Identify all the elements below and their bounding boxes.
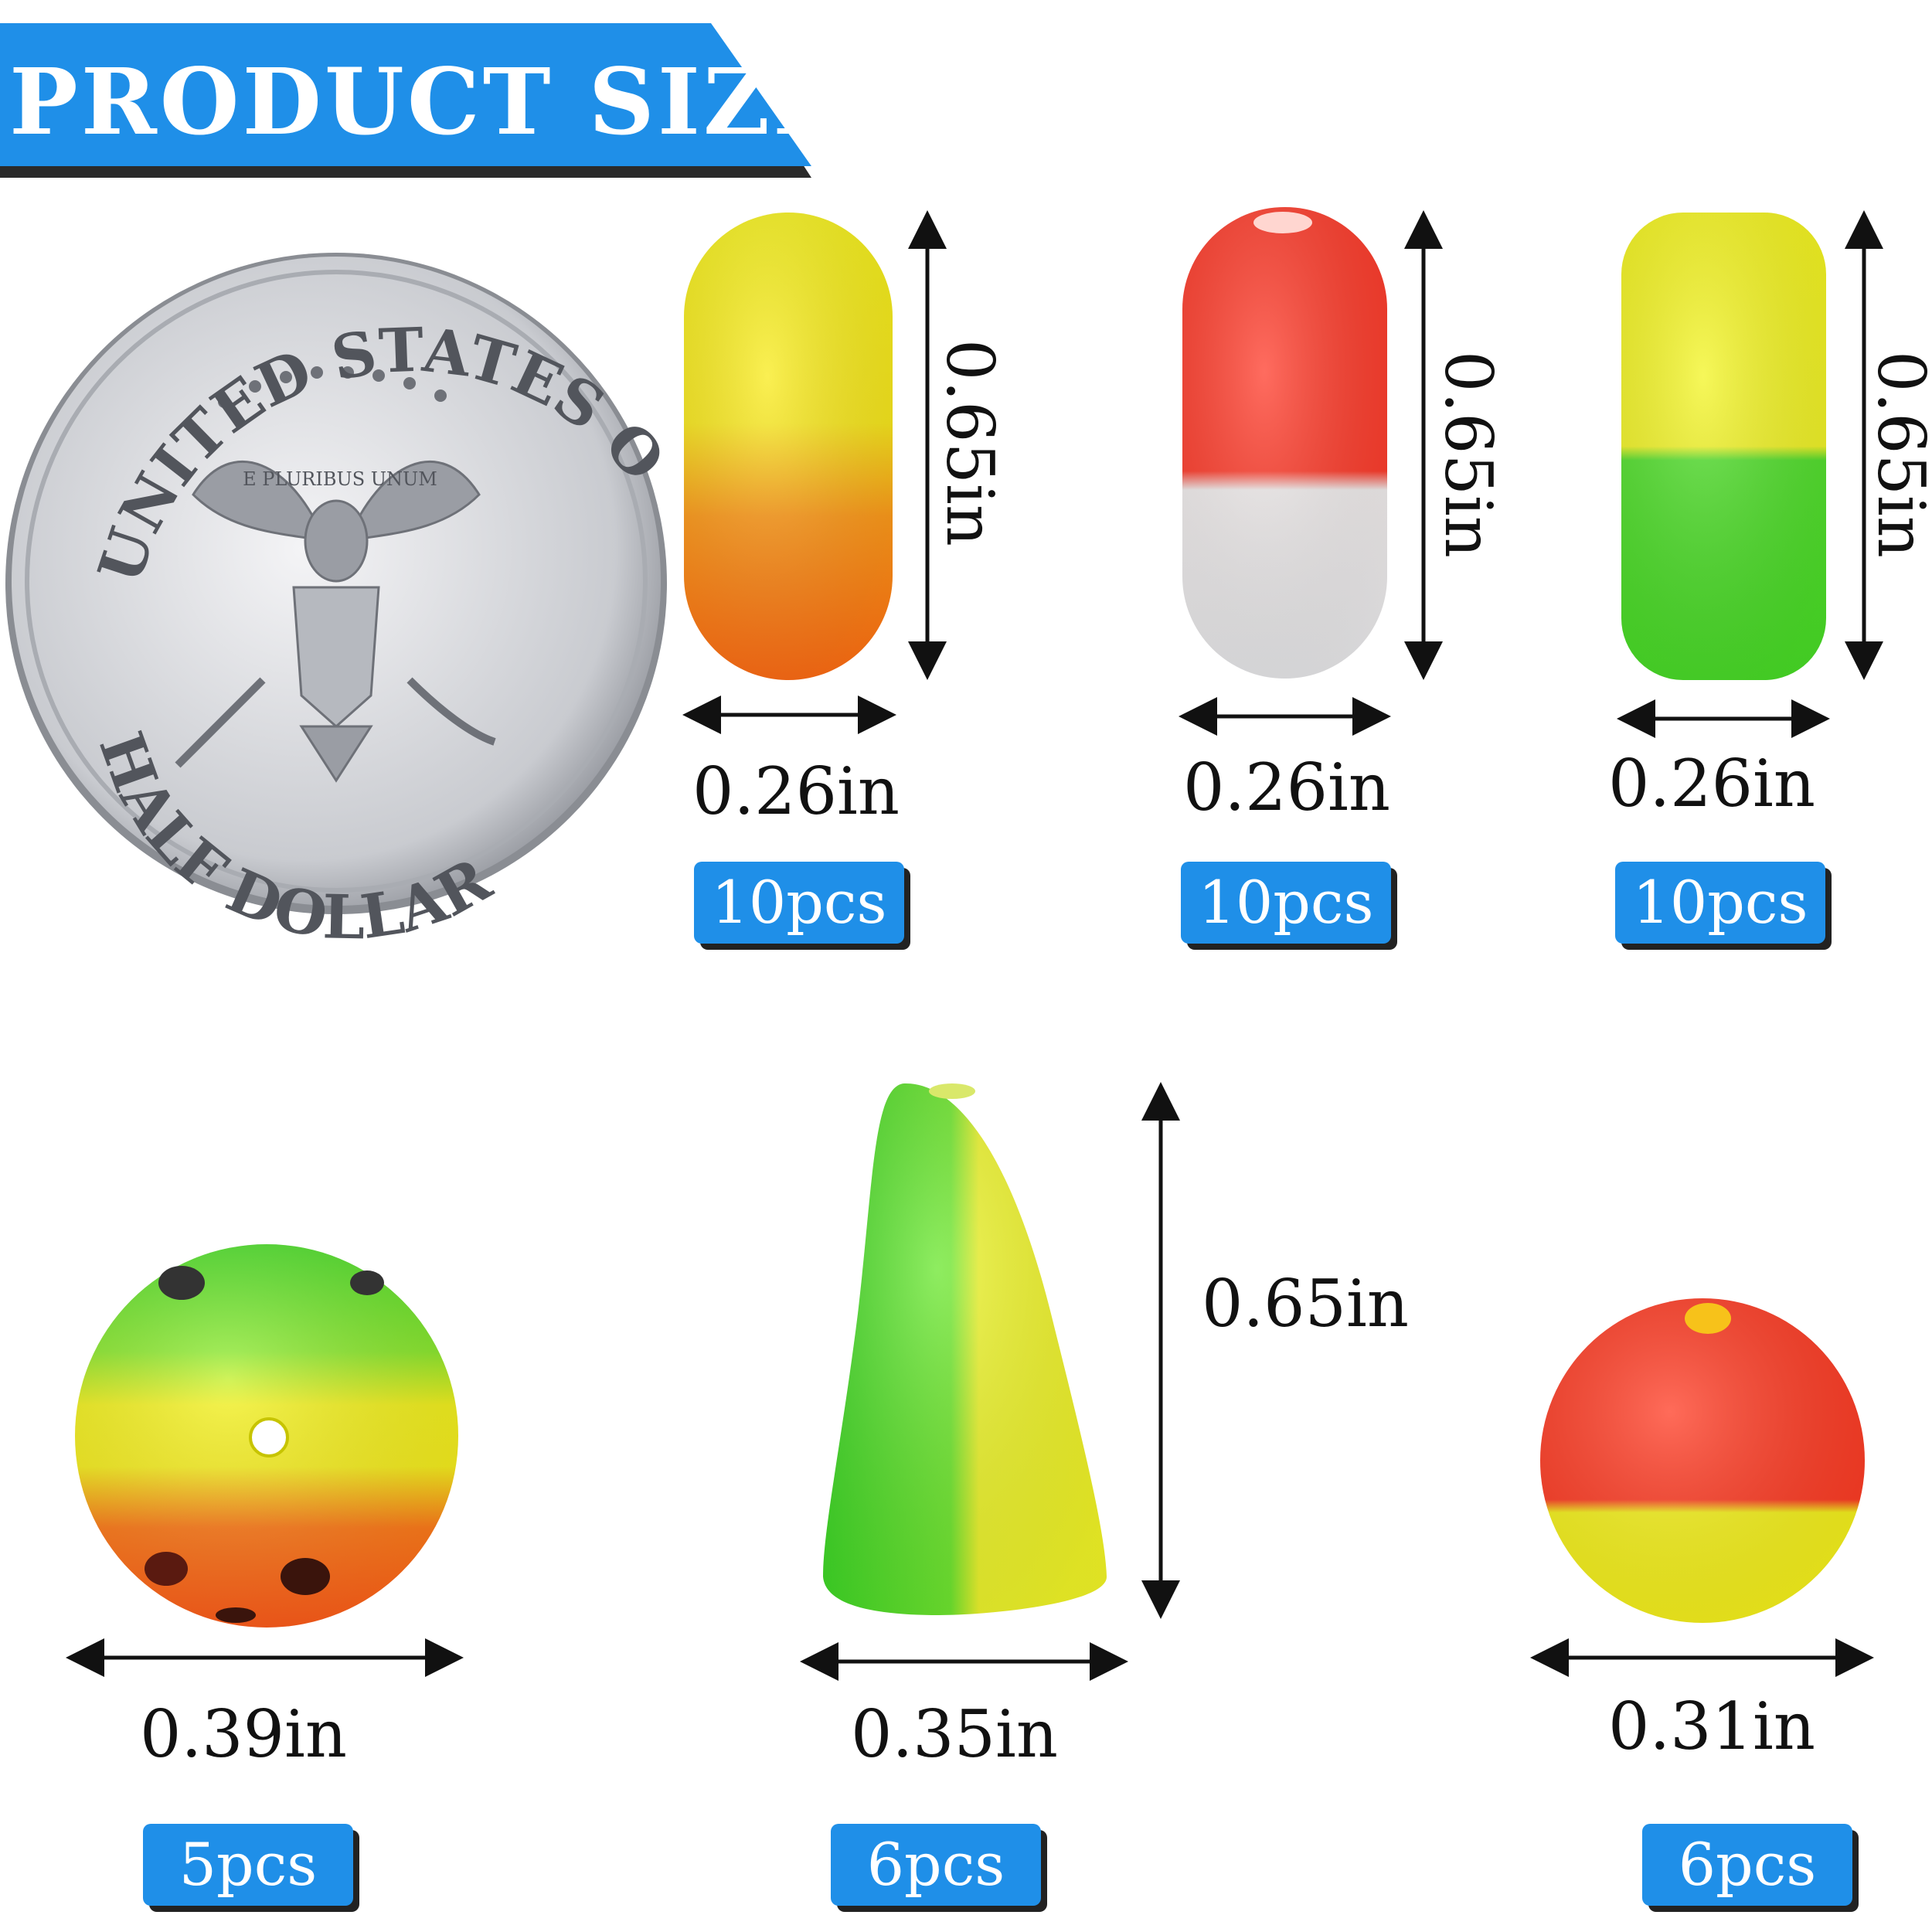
float-2-width-label: 0.26in xyxy=(1183,750,1390,825)
float-3-count-badge: 10pcs xyxy=(1615,862,1825,944)
product-size-banner: PRODUCT SIZE xyxy=(0,0,842,201)
float-4-tricolor-ball xyxy=(75,1244,458,1628)
float-6-width-label: 0.31in xyxy=(1608,1689,1815,1764)
float-2-height-label: 0.65in xyxy=(1430,351,1506,558)
float-3-width-label: 0.26in xyxy=(1608,746,1815,821)
float-6-red-yellow-ball xyxy=(1540,1298,1865,1623)
banner-title: PRODUCT SIZE xyxy=(9,48,846,155)
float-1-width-label: 0.26in xyxy=(692,753,900,829)
float-3-height-label: 0.65in xyxy=(1863,351,1932,558)
float-3-yellow-green xyxy=(1621,213,1826,680)
float-6-count-badge: 6pcs xyxy=(1642,1824,1852,1906)
float-1-height-label: 0.65in xyxy=(932,339,1008,546)
float-4-count-badge: 5pcs xyxy=(143,1824,353,1906)
float-1-yellow-orange xyxy=(684,213,893,680)
eagle-emblem xyxy=(175,461,496,783)
float-5-count-badge: 6pcs xyxy=(831,1824,1041,1906)
float-4-width-label: 0.39in xyxy=(140,1696,347,1772)
float-1-count-badge: 10pcs xyxy=(694,862,904,944)
coin-stars xyxy=(218,366,447,408)
float-5-height-label: 0.65in xyxy=(1202,1266,1409,1342)
float-2-count-badge: 10pcs xyxy=(1181,862,1391,944)
float-5-width-label: 0.35in xyxy=(851,1696,1058,1772)
float-5-green-yellow-cone xyxy=(823,1083,1107,1615)
coin-motto: E PLURIBUS UNUM xyxy=(243,468,437,490)
float-2-red-white xyxy=(1182,207,1387,679)
banner-shape xyxy=(0,23,811,178)
